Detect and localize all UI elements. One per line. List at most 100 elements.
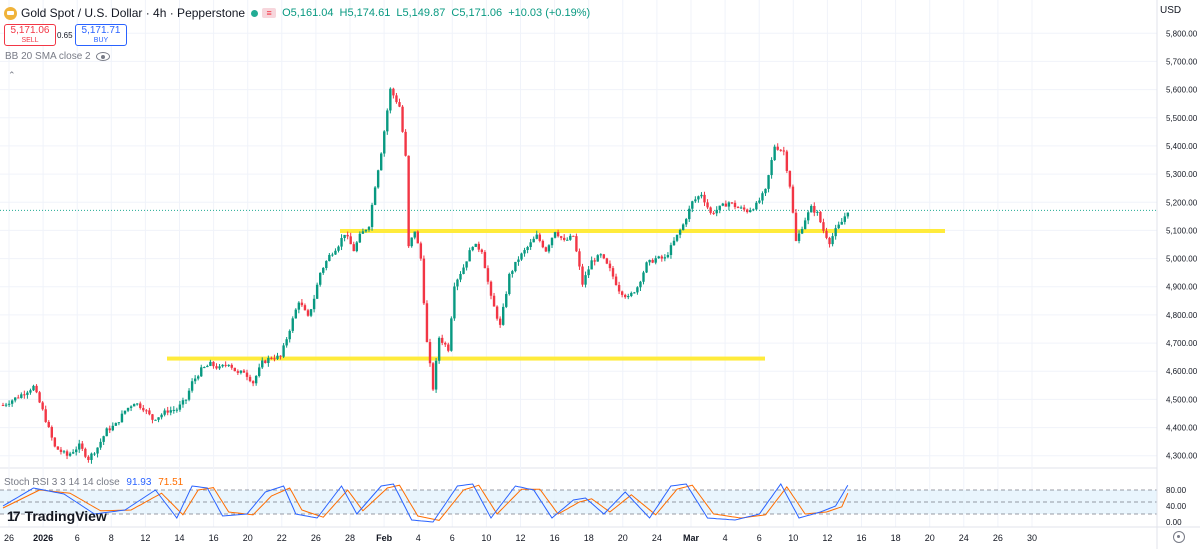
time-axis[interactable]: 26 2026 6 8 12 14 16 20 22 26 28 Feb 4 6 10 12 16 18 20 24 M… [0,526,1200,543]
stoch-legend[interactable]: Stoch RSI 3 3 14 14 close 91.93 71.51 [4,477,183,488]
candle-body [718,205,721,210]
candle-body [788,170,792,187]
candle-body [822,222,825,231]
price-tick-label: 5,300.00 [1166,170,1198,179]
horizontal-levels[interactable] [167,228,945,361]
candle-body [56,446,60,450]
candle-body [294,309,297,319]
candle-body [825,230,828,238]
low-value: L5,149.87 [396,7,446,19]
candle-body [53,437,57,447]
candle-body [593,260,596,262]
candle-body [764,188,767,194]
price-tick-label: 4,400.00 [1166,424,1198,433]
candle-body [111,425,114,431]
time-tick-label: 16 [209,533,219,543]
collapse-legend-icon[interactable]: ⌃ [8,70,16,80]
candle-body [566,239,569,241]
candle-body [489,281,493,296]
price-tick-label: 4,800.00 [1166,311,1198,320]
candle-body [602,254,606,259]
candle-body [736,207,740,209]
candle-body [398,102,401,107]
stoch-d-line [2,484,849,521]
candle-body [712,212,715,214]
candle-body [251,381,255,384]
candle-body [312,298,316,310]
candle-body [453,286,456,319]
candle-body [297,302,301,310]
gear-icon[interactable] [1173,531,1185,543]
candle-body [758,200,761,203]
time-tick-label: 2026 [33,533,53,543]
candle-body [78,443,81,450]
bollinger-legend[interactable]: BB 20 SMA close 2 [5,51,110,62]
candle-body [154,419,157,421]
candle-body [90,453,93,460]
candle-body [468,250,471,262]
candle-body [224,364,227,366]
candle-body [807,212,810,221]
candle-body [38,392,41,403]
price-axis-bg [1157,0,1200,549]
candle-body [148,410,151,415]
candle-body [248,376,252,382]
candle-body [346,234,349,237]
candle-body [389,88,392,111]
tradingview-logo[interactable]: 17 TradingView [7,508,107,524]
symbol-title[interactable]: Gold Spot / U.S. Dollar · 4h · Peppersto… [21,6,246,20]
candle-body [654,258,657,263]
candle-body [145,410,148,412]
candle-body [84,448,87,457]
candle-body [187,390,191,400]
candle-body [50,427,53,438]
time-tick-label: 20 [925,533,935,543]
sell-price: 5,171.06 [10,24,50,36]
candle-body [651,259,654,263]
candle-body [410,237,413,247]
candle-body [434,360,438,390]
candle-body [706,202,709,208]
candle-body [498,318,502,325]
candle-body [139,403,142,408]
candle-body [477,243,480,250]
candle-body [535,234,538,239]
candle-body [282,345,285,357]
currency-button[interactable]: USD [1160,5,1182,16]
eye-icon[interactable] [95,52,110,61]
candle-body [508,273,511,295]
candle-body [340,238,343,247]
time-tick-label: 8 [109,533,114,543]
stoch-level-label: 0.00 [1166,518,1182,527]
candle-body [172,409,175,411]
candle-body [14,397,17,401]
candle-body [227,364,230,366]
candle-body [373,187,377,205]
candle-body [505,294,508,307]
candle-body [419,243,423,259]
candle-body [810,205,813,213]
price-tick-label: 4,500.00 [1166,395,1198,404]
stoch-label: Stoch RSI 3 3 14 14 close [4,477,120,488]
time-tick-label: 4 [416,533,421,543]
sell-button[interactable]: 5,171.06 SELL [4,24,56,46]
candle-body [550,237,554,246]
time-tick-label: 20 [618,533,628,543]
candle-body [132,404,136,407]
candle-body [685,219,688,225]
candle-body [181,400,185,405]
flag-icon[interactable]: ≡ [262,8,277,18]
sell-label: SELL [21,36,39,44]
candle-body [636,287,639,293]
candlestick-series [1,87,850,464]
candle-body [544,247,548,252]
price-axis[interactable]: 5,800.00 5,700.00 5,600.00 5,500.00 5,400.00… [1156,0,1200,549]
time-tick-label: 6 [757,533,762,543]
candle-body [1,405,5,407]
candle-body [627,295,630,298]
buy-button[interactable]: 5,171.71 BUY [75,24,127,46]
candle-body [691,201,694,209]
candle-body [770,160,773,176]
market-open-icon [251,9,259,17]
